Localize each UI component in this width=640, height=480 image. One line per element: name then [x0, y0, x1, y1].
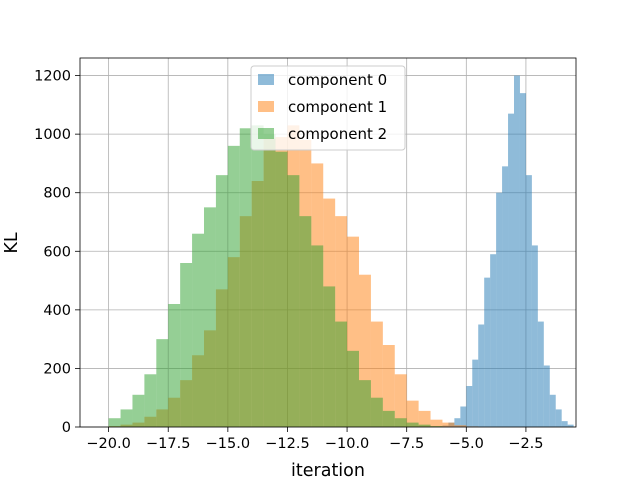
y-tick-label-3: 600: [43, 244, 71, 260]
legend-frame: [250, 65, 406, 151]
legend-label-component-1: component 1: [288, 98, 387, 116]
bar-series-0-bin-16: [537, 321, 544, 427]
bar-series-2-bin-27: [430, 426, 443, 427]
bar-series-2-bin-15: [287, 175, 300, 427]
bar-series-2-bin-12: [251, 125, 264, 427]
bar-series-1-bin-27: [430, 419, 443, 427]
bar-series-2-bin-8: [204, 207, 216, 427]
bar-series-0-bin-4: [466, 386, 473, 427]
bar-series-0-bin-10: [502, 166, 509, 427]
series-0: [442, 75, 574, 428]
x-tick-label-1: −17.5: [146, 436, 190, 452]
bar-series-0-bin-17: [543, 365, 550, 427]
plot-frame: [79, 57, 577, 428]
y-tick-label-1: 200: [43, 361, 71, 377]
bar-series-1-bin-21: [359, 274, 371, 427]
bar-series-2-bin-7: [192, 233, 204, 427]
bar-series-0-bin-2: [454, 418, 461, 427]
bar-series-2-bin-11: [239, 128, 252, 428]
bar-series-2-bin-16: [299, 216, 312, 427]
legend: component 0 component 1 component 2: [250, 65, 406, 151]
bar-series-2-bin-2: [132, 394, 145, 427]
y-tick-label-4: 800: [43, 186, 71, 202]
y-axis-label: KL: [2, 232, 22, 253]
legend-swatch-component-2: [258, 128, 274, 139]
bar-series-0-bin-5: [472, 359, 479, 427]
bar-series-1-bin-20: [347, 236, 359, 427]
legend-label-component-2: component 2: [288, 125, 387, 143]
y-tick-label-2: 400: [43, 303, 71, 319]
legend-label-component-0: component 0: [288, 71, 387, 89]
bar-series-2-bin-20: [347, 350, 359, 427]
bar-series-2-bin-3: [144, 374, 157, 427]
bar-series-1-bin-24: [394, 374, 407, 427]
y-tick-label-0: 0: [62, 420, 71, 436]
bar-series-0-bin-14: [525, 175, 532, 427]
x-tick-label-2: −15.0: [206, 436, 250, 452]
bar-series-1-bin-19: [335, 216, 348, 427]
bar-series-2-bin-23: [382, 410, 395, 427]
x-tick-label-7: −2.5: [508, 436, 543, 452]
bar-series-2-bin-0: [108, 418, 121, 427]
bar-series-2-bin-25: [406, 422, 419, 427]
bar-series-2-bin-14: [275, 151, 288, 427]
bar-series-0-bin-6: [478, 324, 485, 427]
x-tick-label-5: −7.5: [389, 436, 424, 452]
bar-series-0-bin-20: [561, 421, 568, 427]
series-2: [108, 125, 443, 428]
x-tick-label-4: −10.0: [325, 436, 369, 452]
x-axis-label: iteration: [291, 461, 365, 480]
bar-series-2-bin-26: [418, 424, 431, 427]
bar-series-2-bin-9: [215, 175, 228, 427]
bar-series-0-bin-3: [460, 406, 467, 427]
bars-layer: [108, 75, 574, 428]
y-tick-label-6: 1200: [34, 69, 71, 85]
bar-series-1-bin-29: [454, 425, 467, 427]
bar-series-2-bin-5: [168, 304, 181, 427]
bar-series-0-bin-18: [549, 394, 556, 427]
bar-series-2-bin-19: [335, 321, 348, 427]
bar-series-1-bin-23: [382, 345, 395, 427]
bar-series-0-bin-8: [490, 254, 497, 427]
bar-series-2-bin-10: [227, 145, 240, 427]
bar-series-0-bin-21: [567, 424, 574, 427]
bar-series-1-bin-26: [418, 410, 431, 427]
bar-series-0-bin-11: [508, 113, 514, 428]
bar-series-2-bin-18: [323, 286, 336, 427]
bar-series-1-bin-22: [370, 321, 383, 427]
bar-series-2-bin-13: [263, 134, 276, 427]
bar-series-1-bin-28: [442, 422, 455, 427]
bar-series-0-bin-19: [555, 409, 562, 427]
y-tick-label-5: 1000: [34, 127, 71, 143]
bar-series-2-bin-17: [311, 245, 324, 427]
bar-series-2-bin-21: [359, 380, 371, 427]
bar-series-0-bin-15: [531, 245, 538, 427]
bar-series-2-bin-4: [156, 339, 169, 427]
bar-series-2-bin-22: [370, 397, 383, 427]
bar-series-2-bin-6: [180, 263, 193, 427]
bar-series-2-bin-24: [394, 418, 407, 427]
bar-series-0-bin-7: [484, 277, 491, 427]
x-tick-label-0: −20.0: [86, 436, 130, 452]
bar-series-1-bin-25: [406, 400, 419, 427]
bar-series-2-bin-1: [120, 409, 133, 427]
x-tick-label-6: −5.0: [449, 436, 484, 452]
x-tick-label-3: −12.5: [265, 436, 309, 452]
legend-swatch-component-1: [258, 101, 274, 112]
bar-series-0-bin-13: [519, 93, 526, 428]
legend-swatch-component-0: [258, 74, 274, 85]
axes-layer: −20.0 −17.5 −15.0 −12.5 −10.0 −7.5 −5.0 −2.5 0 20…: [34, 57, 577, 452]
bar-series-0-bin-9: [496, 192, 503, 427]
bar-series-0-bin-12: [514, 75, 520, 428]
